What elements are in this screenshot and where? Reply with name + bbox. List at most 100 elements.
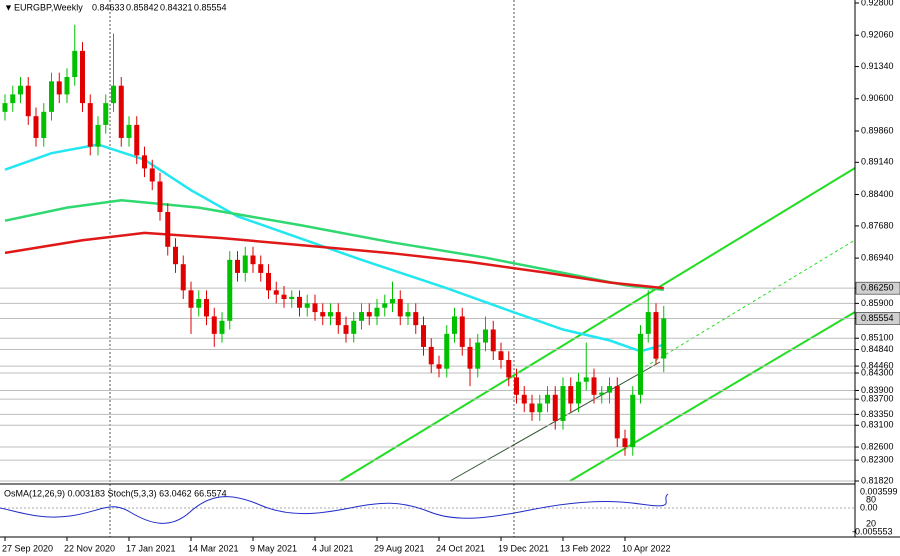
candle-body: [537, 403, 543, 413]
candle-body: [297, 296, 302, 308]
candle-body: [514, 377, 519, 395]
candle-body: [312, 303, 318, 313]
y-tick-label: 0.83700: [861, 394, 894, 404]
y-tick-label: 0.84460: [861, 360, 894, 370]
candle-body: [576, 381, 581, 404]
candle-body: [80, 50, 85, 104]
y-tick-label: 0.85900: [861, 298, 894, 308]
low-price: 0.84321: [160, 2, 193, 12]
x-tick-label: 22 Nov 2020: [64, 543, 115, 553]
candle-body: [126, 124, 132, 138]
candle-body: [72, 50, 78, 78]
y-tick-label: 0.84300: [861, 367, 894, 377]
y-tick-label: 0.81820: [861, 475, 894, 485]
candle-body: [289, 296, 295, 300]
indicator-axis-label: 0.00: [860, 502, 878, 512]
candle-body: [87, 103, 93, 147]
candle-body: [583, 377, 589, 382]
candle-body: [390, 299, 395, 304]
candle-body: [157, 181, 163, 212]
indicator-axis-label: 20: [866, 518, 876, 528]
y-tick-label: 0.82300: [861, 454, 894, 464]
candle-body: [273, 290, 279, 295]
candle-body: [219, 320, 225, 334]
open-price: 0.84633: [92, 2, 125, 12]
candle-body: [10, 94, 16, 104]
candle-body: [134, 124, 140, 156]
indicator-axis-label: 0.003599: [860, 486, 898, 496]
close-price: 0.85554: [194, 2, 227, 12]
candle-body: [653, 312, 659, 359]
y-tick-label: 0.85100: [861, 333, 894, 343]
indicator-label: OsMA(12,26,9) 0.003183 Stoch(5,3,3) 63.0…: [4, 488, 227, 498]
y-tick-label: 0.92060: [861, 30, 894, 40]
price-highlight: [855, 312, 900, 325]
candle-body: [483, 329, 488, 343]
candle-body: [421, 325, 426, 347]
candle-body: [560, 386, 566, 421]
candle-body: [320, 312, 326, 317]
candle-body: [204, 299, 209, 317]
candle-body: [118, 85, 124, 138]
y-tick-label: 0.89860: [861, 125, 894, 135]
x-tick-label: 27 Sep 2020: [2, 543, 53, 553]
candle-body: [165, 211, 171, 247]
channel-line: [569, 311, 856, 482]
candle-body: [467, 346, 473, 369]
candle-body: [529, 403, 535, 413]
candle-body: [397, 299, 403, 317]
candle-body: [250, 255, 256, 265]
candle-body: [2, 103, 8, 112]
candle-body: [436, 364, 442, 369]
candle-body: [382, 303, 388, 308]
candle-body: [545, 394, 550, 404]
y-tick-label: 0.92800: [861, 0, 894, 7]
candle-body: [374, 307, 380, 317]
candle-body: [630, 394, 636, 448]
x-tick-label: 24 Oct 2021: [436, 543, 485, 553]
moving-average: [4, 231, 664, 290]
x-tick-label: 29 Aug 2021: [374, 543, 425, 553]
candle-body: [49, 81, 54, 112]
candle-body: [645, 312, 651, 334]
y-tick-label: 0.88400: [861, 189, 894, 199]
candle-body: [242, 255, 248, 273]
candle-body: [227, 259, 233, 321]
candle-body: [591, 377, 597, 395]
candle-body: [196, 299, 202, 308]
candle-body: [475, 342, 481, 369]
candle-body: [188, 290, 194, 308]
y-tick-label: 0.85554: [861, 313, 894, 323]
y-tick-label: 0.87680: [861, 220, 894, 230]
y-tick-label: 0.86940: [861, 252, 894, 262]
indicator-axis-label: -0.005553: [852, 526, 893, 536]
candle-body: [111, 85, 116, 104]
header-arrow: ▼: [4, 2, 13, 12]
candle-body: [661, 318, 667, 359]
y-tick-label: 0.82600: [861, 441, 894, 451]
candle-body: [452, 316, 457, 334]
channel-line: [339, 167, 856, 482]
candle-body: [266, 272, 271, 291]
stoch-line: [0, 493, 669, 524]
high-price: 0.85842: [126, 2, 159, 12]
candle-body: [405, 312, 411, 317]
x-tick-label: 4 Jul 2021: [312, 543, 354, 553]
x-tick-label: 10 Apr 2022: [622, 543, 671, 553]
candle-body: [149, 168, 155, 182]
plot: [2, 24, 667, 456]
candle-body: [328, 312, 333, 317]
candle-body: [359, 312, 364, 321]
candle-body: [506, 359, 512, 378]
candle-body: [211, 316, 217, 334]
candle-body: [281, 294, 287, 300]
candle-body: [521, 394, 527, 404]
y-tick-label: 0.90600: [861, 93, 894, 103]
candle-body: [56, 81, 62, 95]
candle-body: [304, 303, 310, 308]
candle-body: [258, 264, 264, 273]
candle-body: [351, 320, 357, 334]
y-tick-label: 0.89140: [861, 157, 894, 167]
candle-body: [459, 316, 465, 347]
